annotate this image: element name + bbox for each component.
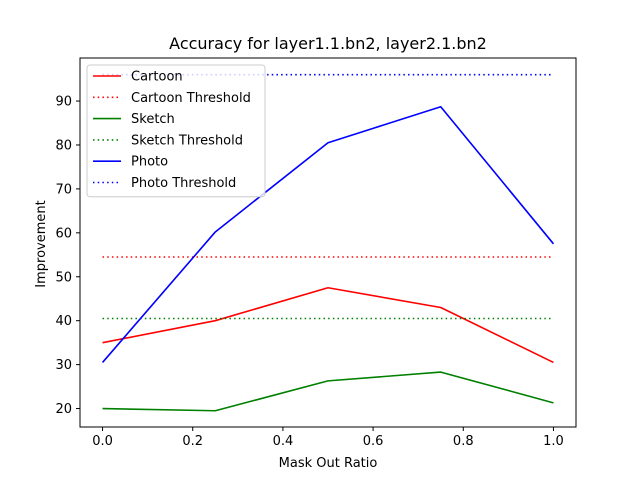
legend-label-sketch-threshold: Sketch Threshold: [131, 133, 243, 148]
x-tick-label: 0.2: [182, 434, 203, 449]
x-tick-label: 0.0: [92, 434, 113, 449]
series-line-photo: [101, 105, 555, 363]
x-tick-label: 0.4: [273, 434, 294, 449]
y-tick-label: 50: [55, 270, 72, 285]
series-lines: [101, 73, 555, 412]
y-tick-label: 40: [55, 314, 72, 329]
legend-label-cartoon: Cartoon: [131, 70, 183, 85]
legend-label-cartoon-threshold: Cartoon Threshold: [131, 91, 251, 106]
x-tick-label: 0.8: [453, 434, 474, 449]
y-tick-label: 60: [55, 226, 72, 241]
plot-frame: [79, 57, 577, 428]
legend-label-photo-threshold: Photo Threshold: [131, 176, 236, 191]
x-tick-label: 0.6: [363, 434, 384, 449]
series-line-cartoon: [102, 286, 554, 364]
chart-title: Accuracy for layer1.1.bn2, layer2.1.bn2: [169, 34, 487, 53]
y-tick-label: 80: [55, 138, 72, 153]
series-line-sketch: [102, 371, 554, 412]
y-tick-label: 30: [55, 358, 72, 373]
legend-label-photo: Photo: [131, 155, 168, 170]
legend: Cartoon Cartoon Threshold Sketch Sketch Thr…: [86, 64, 266, 198]
x-tick-label: 1.0: [543, 434, 564, 449]
y-tick-label: 90: [55, 95, 72, 110]
legend-label-sketch: Sketch: [131, 112, 175, 127]
y-tick-label: 70: [55, 182, 72, 197]
y-axis-label: Improvement: [34, 200, 49, 287]
axis-ticks: 0.0 0.2 0.4 0.6 0.8 1.0 20 30 40 50 60 70 80 90: [55, 95, 563, 449]
legend-box: [86, 64, 266, 198]
y-tick-label: 20: [55, 402, 72, 417]
x-axis-label: Mask Out Ratio: [279, 456, 378, 471]
